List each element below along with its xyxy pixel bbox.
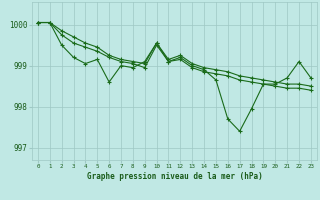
X-axis label: Graphe pression niveau de la mer (hPa): Graphe pression niveau de la mer (hPa) — [86, 172, 262, 181]
